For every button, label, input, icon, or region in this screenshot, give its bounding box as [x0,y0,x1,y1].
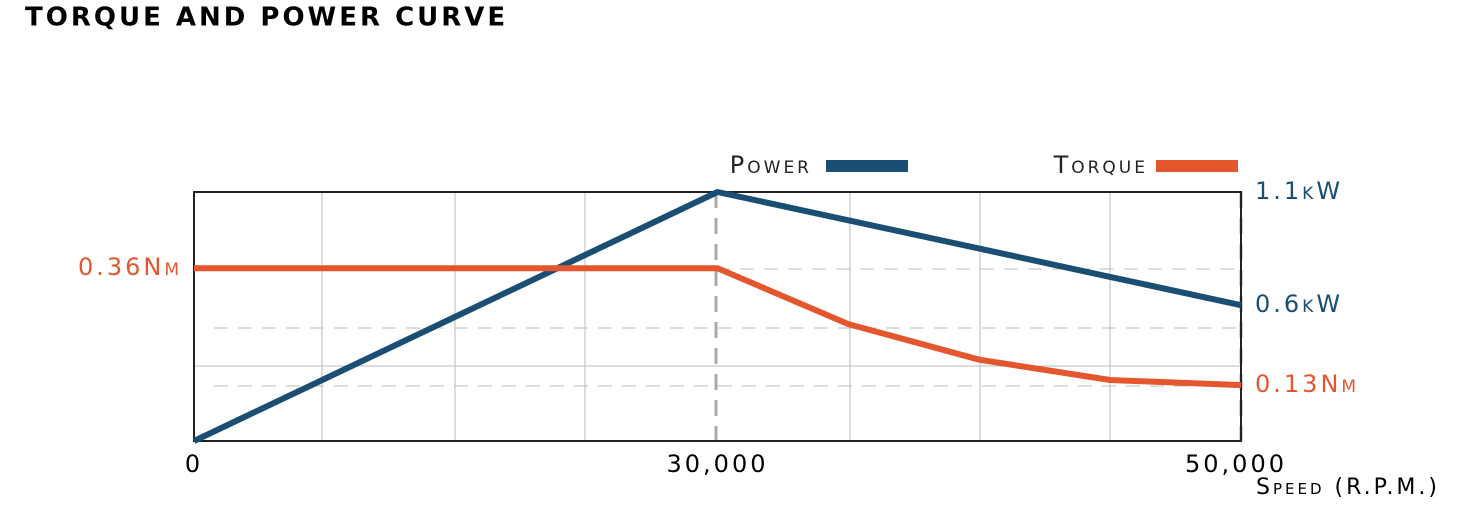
legend-label: Torque [1053,151,1148,179]
legend-swatch [826,160,908,172]
x-tick-label: 50,000 [1185,450,1287,478]
value-label: 1.1kW [1255,177,1343,205]
x-axis-label: Speed (R.P.M.) [1256,475,1440,500]
line-series [194,265,1242,389]
value-label: 0.13Nm [1255,370,1359,398]
line-series [192,189,1242,444]
x-tick-label: 30,000 [667,450,769,478]
grid [193,191,1243,442]
legend-label: Power [730,151,812,179]
x-tick-label: 0 [185,450,203,478]
value-label: 0.36Nm [78,253,182,281]
chart-title: TORQUE AND POWER CURVE [25,3,508,33]
legend-swatch [1156,160,1238,172]
value-label: 0.6kW [1255,290,1343,318]
